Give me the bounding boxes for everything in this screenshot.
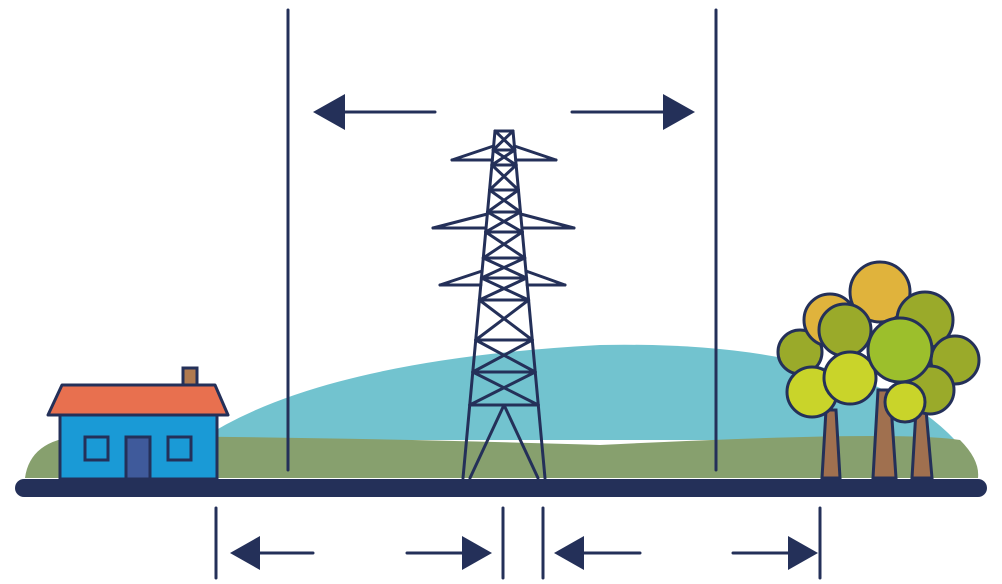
pylon-strut xyxy=(477,298,534,342)
pylon-strut xyxy=(438,269,484,287)
blue-hill xyxy=(200,344,955,440)
pylon-strut xyxy=(502,403,540,480)
pylon-strut xyxy=(479,256,527,280)
pylon-strut xyxy=(519,212,576,230)
pylon-strut xyxy=(450,144,496,162)
pylon-strut xyxy=(491,129,515,152)
pylon-strut xyxy=(468,403,506,480)
pylon-strut xyxy=(477,276,529,302)
trees xyxy=(776,260,981,480)
pylon-strut xyxy=(484,210,522,234)
pylon-strut xyxy=(474,298,531,342)
house xyxy=(46,366,230,481)
pylon-strut xyxy=(431,212,489,230)
pylon-strut xyxy=(471,338,534,374)
arrowheads xyxy=(230,94,818,570)
pylon-strut xyxy=(468,370,537,407)
pylon-strut xyxy=(490,163,520,192)
pylon-strut xyxy=(481,230,524,260)
pylon-strut xyxy=(512,144,558,162)
pylon-strut xyxy=(486,188,520,214)
pylon-strut xyxy=(490,148,517,167)
green-hill xyxy=(25,436,979,478)
pylon-strut xyxy=(524,269,567,287)
pylon-strut xyxy=(488,163,518,192)
pylon xyxy=(431,129,576,480)
